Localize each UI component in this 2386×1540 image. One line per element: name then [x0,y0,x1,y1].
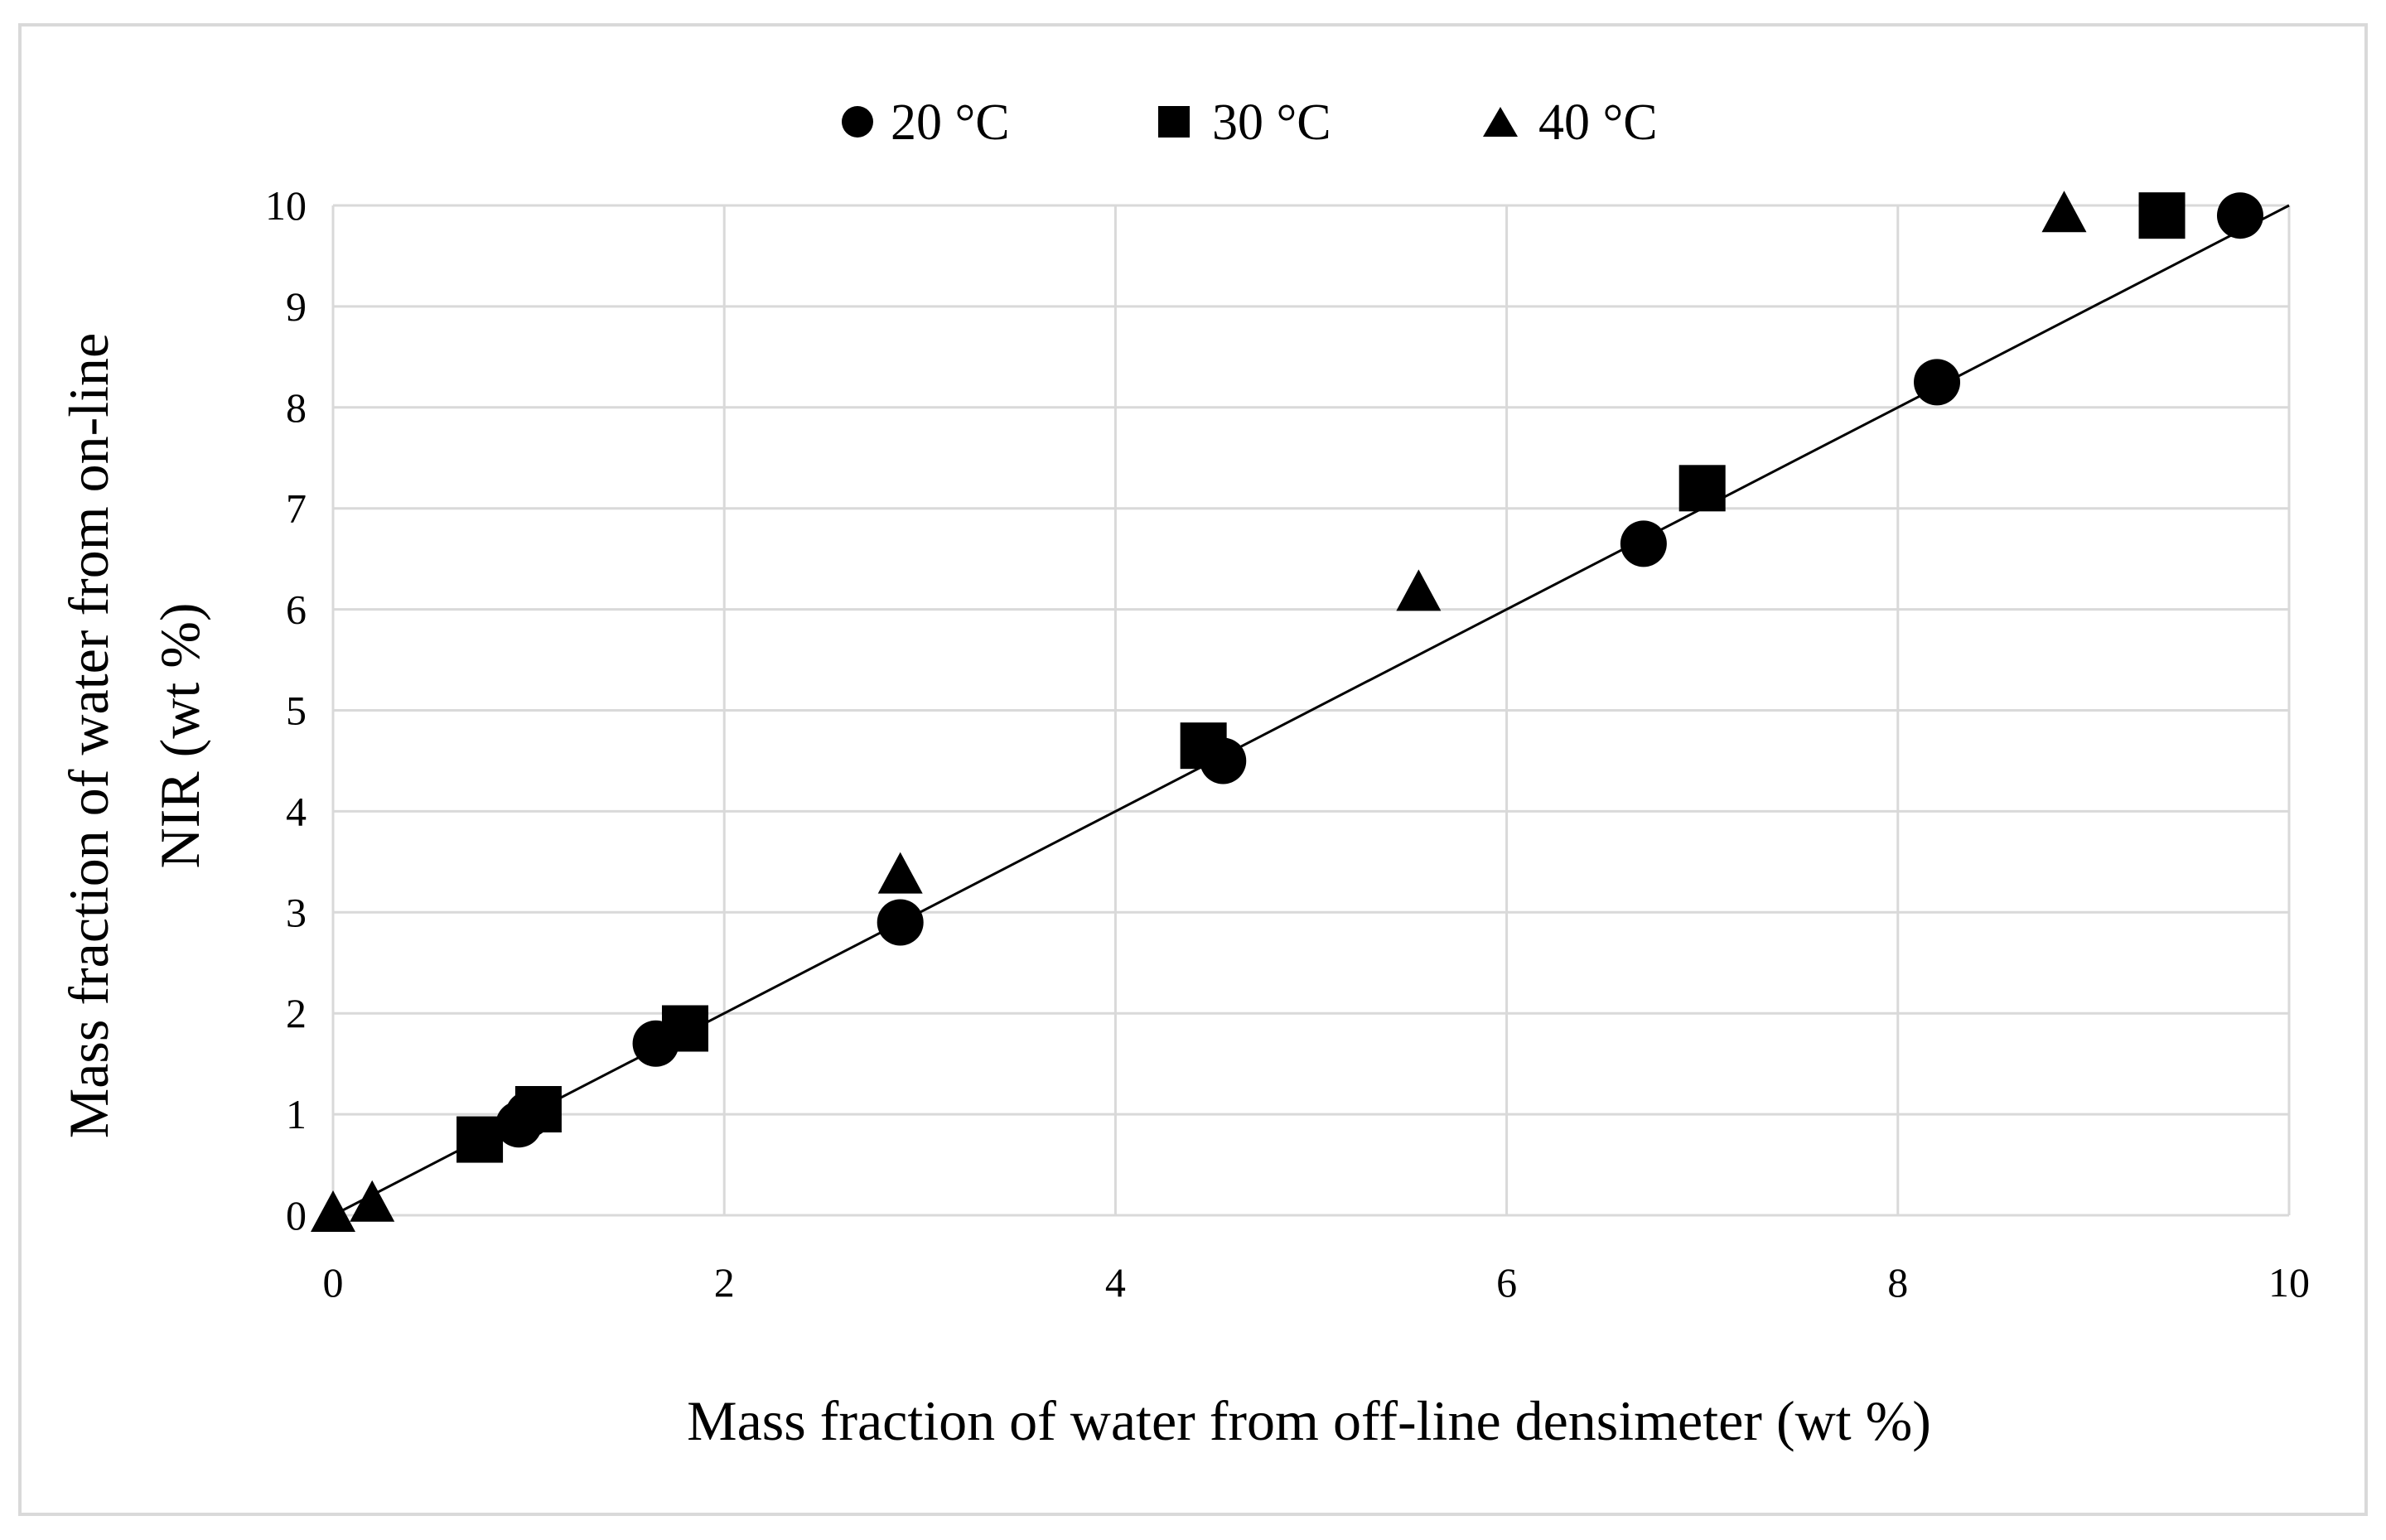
x-tick-label: 2 [714,1259,735,1306]
tick-labels: 0 1 2 3 4 5 6 7 8 9 10 0 2 4 6 8 10 [265,182,2310,1306]
legend-label-20c: 20 °C [891,94,1010,151]
y-axis-title-line-2: NIR (wt %) [148,602,211,868]
point-triangle-40c [2041,191,2087,233]
point-circle-20c [1914,359,1961,406]
point-triangle-40c [311,1190,355,1232]
y-tick-label: 9 [286,283,307,330]
legend-square-marker [1158,106,1190,138]
y-tick-label: 1 [286,1091,307,1137]
legend: 20 °C 30 °C 40 °C [842,94,1658,151]
legend-label-40c: 40 °C [1538,94,1658,151]
point-square-30c [456,1116,504,1163]
y-tick-label: 4 [286,788,307,834]
x-tick-label: 4 [1105,1259,1126,1306]
point-square-30c [1180,722,1227,770]
x-tick-label: 0 [323,1259,344,1306]
y-tick-label: 8 [286,384,307,431]
x-tick-label: 8 [1887,1259,1908,1306]
y-tick-label: 6 [286,587,307,633]
point-circle-20c [877,899,924,946]
legend-circle-marker [842,106,873,138]
y-tick-label: 10 [265,182,307,229]
chart-frame [18,23,2368,1516]
x-tick-label: 10 [2268,1259,2310,1306]
y-tick-label: 7 [286,485,307,532]
x-axis-title: Mass fraction of water from off-line den… [687,1389,1931,1452]
point-square-30c [661,1005,708,1052]
point-square-30c [1678,465,1726,512]
point-circle-20c [1620,520,1667,567]
point-triangle-40c [350,1180,395,1222]
y-tick-label: 2 [286,990,307,1036]
legend-label-30c: 30 °C [1212,94,1331,151]
point-triangle-40c [877,852,923,894]
y-axis-title-line-1: Mass fraction of water from on-line [57,333,120,1138]
y-tick-label: 0 [286,1192,307,1238]
data-points [311,191,2263,1232]
point-square-30c [2138,192,2186,239]
point-square-30c [514,1086,562,1133]
point-circle-20c [2216,192,2263,239]
x-tick-label: 6 [1496,1259,1517,1306]
point-triangle-40c [1396,569,1442,611]
legend-triangle-marker [1483,107,1518,137]
y-tick-label: 3 [286,889,307,935]
y-tick-label: 5 [286,688,307,734]
